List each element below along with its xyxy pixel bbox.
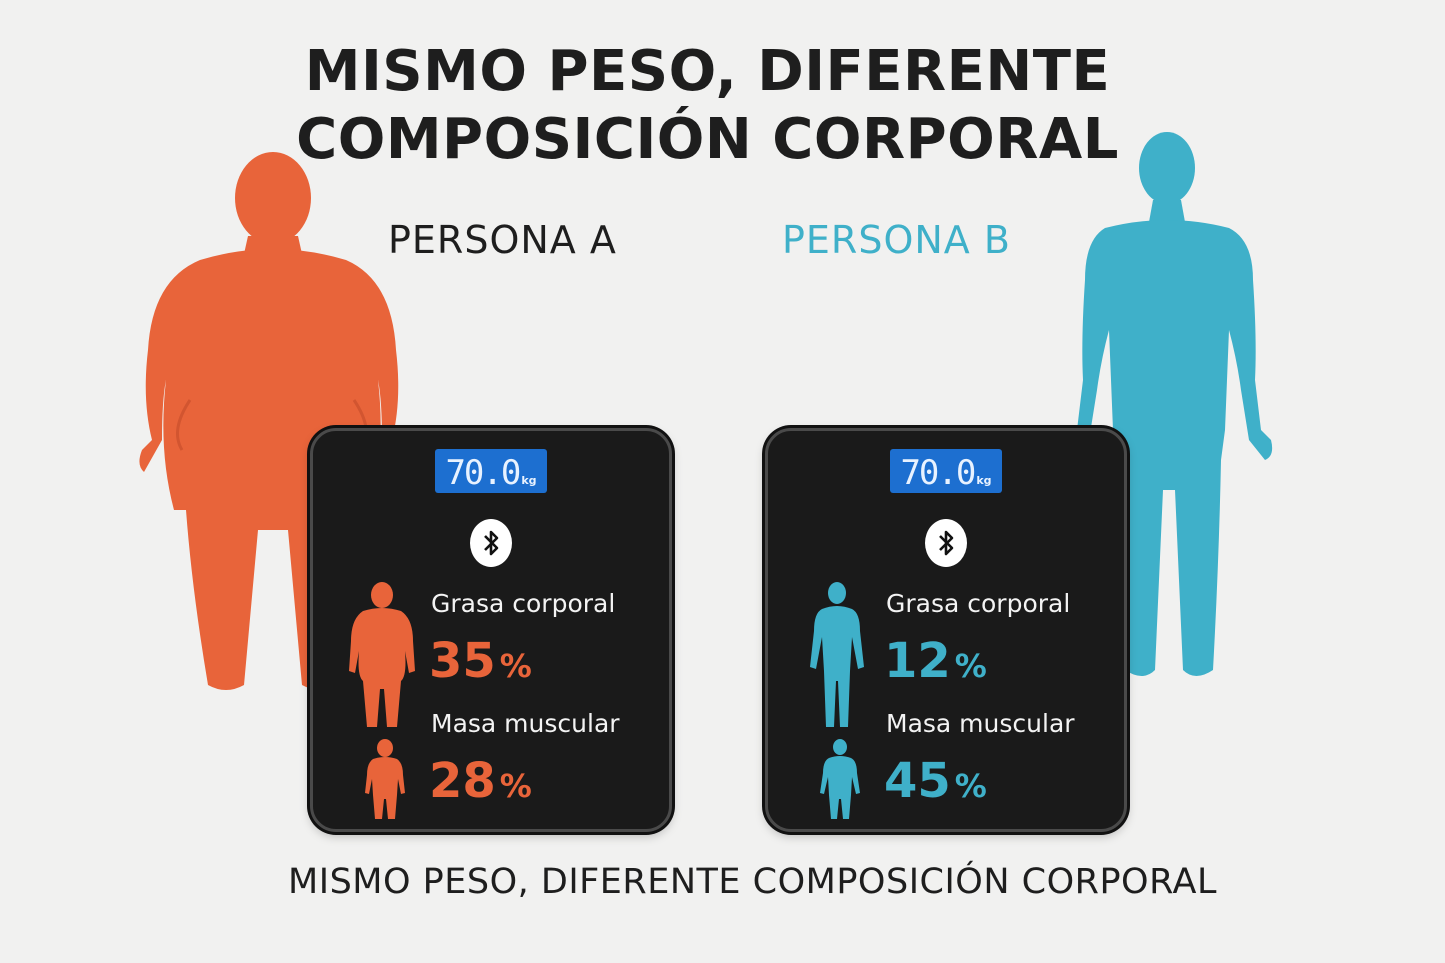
weight-display: 70.0 kg [435, 449, 547, 493]
fat-value: 12% [884, 635, 987, 692]
muscle-body-icon [365, 739, 405, 819]
muscle-number: 28 [429, 753, 496, 809]
fat-unit: % [499, 647, 532, 685]
scale-b: 70.0 kg Grasa corporal 12% Masa muscular… [765, 428, 1127, 832]
muscle-unit: % [954, 767, 987, 805]
fat-label: Grasa corporal [431, 589, 616, 618]
title-line-1: MISMO PESO, DIFERENTE [304, 39, 1111, 104]
weight-value: 70.0 [900, 453, 976, 493]
title-line-2: COMPOSICIÓN CORPORAL [296, 107, 1119, 172]
fat-value: 35% [429, 635, 532, 692]
muscle-label: Masa muscular [431, 709, 620, 738]
weight-unit: kg [521, 474, 537, 487]
fat-number: 12 [884, 633, 951, 689]
fat-number: 35 [429, 633, 496, 689]
muscle-number: 45 [884, 753, 951, 809]
muscle-unit: % [499, 767, 532, 805]
muscle-label: Masa muscular [886, 709, 1075, 738]
fat-unit: % [954, 647, 987, 685]
fat-label: Grasa corporal [886, 589, 1071, 618]
bluetooth-icon [470, 519, 512, 567]
weight-display: 70.0 kg [890, 449, 1002, 493]
muscle-body-icon [820, 739, 860, 819]
page-title: MISMO PESO, DIFERENTE COMPOSICIÓN CORPOR… [0, 38, 1415, 174]
person-a-label: PERSONA A [388, 218, 617, 262]
scale-a: 70.0 kg Grasa corporal 35% Masa muscular… [310, 428, 672, 832]
weight-unit: kg [976, 474, 992, 487]
person-b-label: PERSONA B [782, 218, 1011, 262]
bluetooth-icon [925, 519, 967, 567]
muscle-value: 28% [429, 755, 532, 812]
footer-caption: MISMO PESO, DIFERENTE COMPOSICIÓN CORPOR… [288, 862, 1217, 902]
person-b-silhouette-icon [1065, 132, 1273, 676]
fat-body-icon [349, 582, 415, 727]
muscle-value: 45% [884, 755, 987, 812]
weight-value: 70.0 [445, 453, 521, 493]
fat-body-icon [810, 582, 864, 727]
